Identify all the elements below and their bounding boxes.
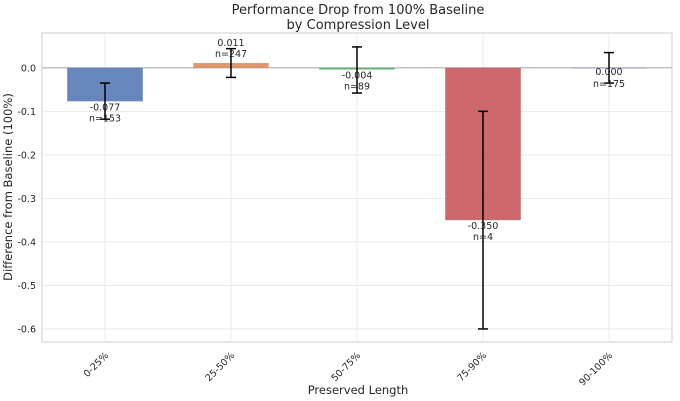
- y-tick-label: -0.6: [17, 324, 36, 335]
- n-label: n=153: [89, 113, 121, 124]
- plot-frame: [41, 32, 673, 343]
- n-label: n=4: [473, 232, 493, 243]
- value-label: -0.077: [90, 102, 121, 113]
- y-tick-label: -0.1: [17, 107, 36, 118]
- n-label: n=247: [215, 49, 247, 60]
- chart-title-line-1: Performance Drop from 100% Baseline: [232, 3, 485, 18]
- x-tick-label: 75-90%: [455, 350, 489, 384]
- y-tick-label: -0.4: [17, 237, 36, 248]
- y-tick-label: -0.2: [17, 150, 36, 161]
- x-tick-label: 50-75%: [329, 350, 363, 384]
- x-tick-label: 90-100%: [577, 350, 615, 388]
- error-bars: [100, 46, 614, 330]
- value-label: -0.350: [468, 221, 499, 232]
- value-label: -0.004: [342, 71, 373, 82]
- value-label: 0.011: [217, 38, 244, 49]
- x-tick-label: 25-50%: [203, 350, 237, 384]
- y-tick-label: -0.3: [17, 194, 36, 205]
- n-label: n=175: [593, 79, 625, 90]
- x-axis-label: Preserved Length: [308, 383, 409, 397]
- chart-title-line-2: by Compression Level: [287, 18, 430, 33]
- y-tick-label: 0.0: [21, 63, 36, 74]
- value-label: 0.000: [595, 67, 622, 78]
- y-tick-label: -0.5: [17, 281, 36, 292]
- n-label: n=89: [344, 82, 370, 93]
- y-axis-label: Difference from Baseline (100%): [1, 93, 15, 281]
- x-tick-label: 0-25%: [82, 350, 111, 379]
- y-tick-labels: 0.0 -0.1 -0.2 -0.3 -0.4 -0.5 -0.6: [17, 63, 36, 335]
